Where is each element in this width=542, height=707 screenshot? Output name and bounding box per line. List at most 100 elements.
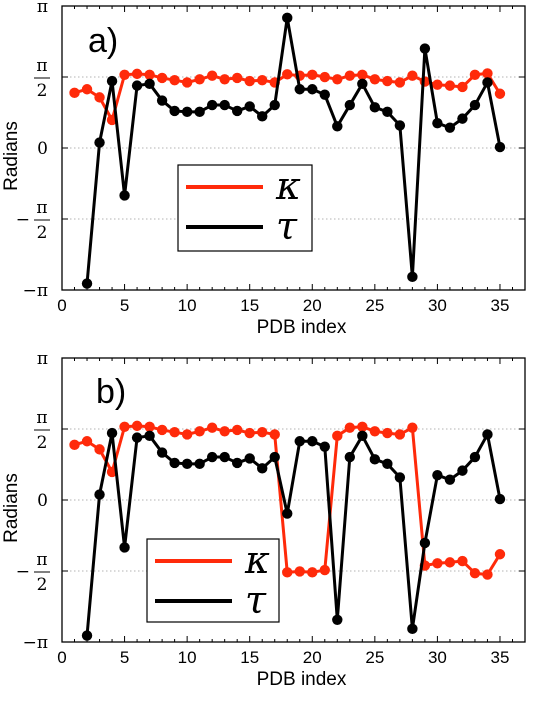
y-tick-label: π bbox=[37, 349, 48, 369]
legend-label: τ bbox=[245, 578, 267, 622]
data-point bbox=[156, 424, 168, 436]
series-kappa bbox=[69, 68, 506, 126]
x-tick-label: 35 bbox=[491, 648, 510, 667]
data-point bbox=[257, 75, 268, 86]
x-tick-label: 15 bbox=[240, 296, 259, 315]
data-point bbox=[394, 429, 406, 440]
data-point bbox=[432, 469, 443, 481]
data-point bbox=[131, 432, 143, 443]
data-point bbox=[469, 451, 481, 463]
data-point bbox=[344, 422, 356, 433]
data-point bbox=[144, 69, 155, 80]
data-point bbox=[219, 99, 230, 111]
data-point bbox=[457, 113, 468, 124]
data-point bbox=[407, 422, 418, 433]
data-point bbox=[307, 436, 318, 447]
data-point bbox=[206, 422, 218, 433]
y-axis-label: Radians bbox=[1, 121, 22, 191]
y-axis-label: Radians bbox=[1, 473, 22, 543]
y-tick-label: −π 2 bbox=[16, 198, 50, 243]
data-point bbox=[494, 88, 506, 99]
data-point bbox=[106, 427, 118, 439]
data-point bbox=[119, 190, 130, 201]
y-tick-label: −π 2 bbox=[16, 550, 50, 595]
data-point bbox=[469, 69, 481, 80]
y-tick-denominator: 2 bbox=[37, 223, 48, 243]
data-point bbox=[144, 78, 155, 90]
data-point bbox=[119, 421, 130, 432]
data-point bbox=[394, 472, 406, 483]
data-point bbox=[169, 457, 180, 469]
data-point bbox=[244, 427, 255, 439]
data-point bbox=[169, 105, 180, 117]
x-tick-label: 10 bbox=[178, 648, 197, 667]
data-point bbox=[319, 71, 330, 83]
data-point bbox=[469, 99, 481, 111]
data-point bbox=[482, 429, 493, 440]
data-point bbox=[319, 89, 330, 100]
x-tick-label: 25 bbox=[365, 296, 384, 315]
data-point bbox=[332, 614, 343, 625]
data-point bbox=[307, 69, 318, 80]
x-tick-label: 30 bbox=[428, 648, 447, 667]
data-point bbox=[219, 426, 230, 437]
series-line bbox=[85, 16, 502, 284]
data-point bbox=[382, 106, 393, 118]
data-point bbox=[231, 457, 243, 469]
data-point bbox=[307, 84, 318, 95]
data-point bbox=[407, 271, 418, 283]
data-point bbox=[194, 458, 205, 470]
data-point bbox=[231, 424, 243, 436]
data-point bbox=[131, 420, 143, 432]
legend-label: κ bbox=[275, 164, 301, 208]
data-point bbox=[394, 120, 406, 131]
data-point bbox=[181, 106, 193, 118]
data-point bbox=[444, 122, 456, 133]
x-axis-label: PDB index bbox=[257, 317, 347, 338]
data-point bbox=[369, 74, 381, 85]
legend-box bbox=[146, 538, 280, 623]
data-point bbox=[482, 569, 493, 580]
data-point bbox=[357, 430, 368, 442]
data-point bbox=[344, 451, 356, 463]
data-point bbox=[81, 278, 93, 289]
data-point bbox=[282, 69, 293, 80]
data-point bbox=[257, 111, 268, 122]
data-point bbox=[156, 72, 168, 84]
data-point bbox=[269, 99, 280, 111]
series-kappa bbox=[69, 420, 506, 580]
legend-label: κ bbox=[244, 538, 270, 582]
data-point bbox=[307, 567, 318, 578]
data-point bbox=[244, 453, 255, 464]
data-point bbox=[219, 74, 230, 85]
data-point bbox=[332, 74, 343, 85]
data-point bbox=[432, 117, 443, 129]
data-point bbox=[94, 489, 105, 500]
data-point bbox=[482, 68, 493, 79]
data-point bbox=[257, 427, 268, 438]
series-line bbox=[85, 431, 502, 636]
y-tick-label: π bbox=[37, 0, 48, 17]
data-point bbox=[94, 444, 105, 455]
data-point bbox=[231, 105, 243, 117]
y-tick-denominator: 2 bbox=[37, 81, 48, 101]
data-point bbox=[219, 451, 230, 463]
y-tick-numerator: π bbox=[36, 550, 47, 570]
y-tick-label: 0 bbox=[37, 491, 48, 511]
y-tick-denominator: 2 bbox=[37, 575, 48, 595]
x-tick-label: 35 bbox=[491, 296, 510, 315]
data-point bbox=[332, 430, 343, 442]
data-point bbox=[181, 458, 193, 470]
data-point bbox=[382, 458, 393, 470]
y-tick-label: π2 bbox=[34, 408, 50, 453]
data-point bbox=[457, 555, 468, 567]
y-tick-numerator: π bbox=[36, 408, 47, 428]
data-point bbox=[194, 106, 205, 118]
data-point bbox=[444, 557, 456, 568]
data-point bbox=[119, 542, 130, 553]
y-tick-denominator: 2 bbox=[37, 433, 48, 453]
x-tick-label: 5 bbox=[120, 296, 129, 315]
data-point bbox=[394, 77, 406, 88]
data-point bbox=[294, 436, 305, 447]
